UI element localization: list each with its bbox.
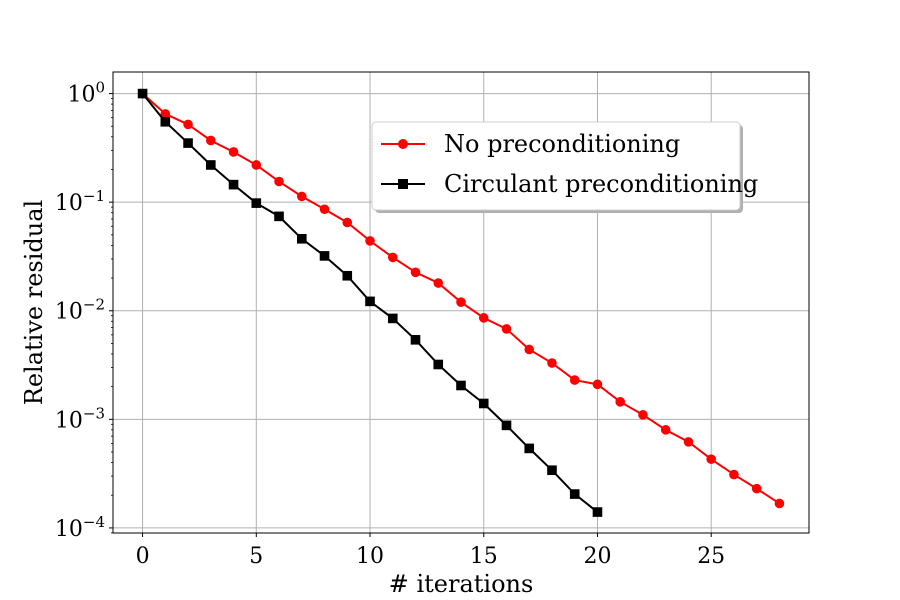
x-tick-label: 25 [697,544,725,569]
data-point [569,375,580,385]
data-point [251,198,262,208]
data-point [342,217,353,228]
data-point [774,498,785,509]
data-point [160,109,171,119]
data-point [433,278,444,288]
data-point [478,398,489,409]
data-point [319,204,330,215]
data-point [387,313,398,324]
legend: No preconditioning Circulant preconditio… [371,121,758,213]
plot-frame [112,71,810,534]
data-point [683,437,694,447]
data-point [433,359,444,370]
data-point [319,251,330,261]
data-point [296,233,307,244]
y-tick-label: 10−2 [55,296,105,325]
data-point [592,379,603,390]
data-point [592,507,603,517]
data-point [387,252,398,263]
data-point [501,324,512,334]
data-point [160,116,171,127]
data-point [206,160,216,170]
data-point [456,380,466,391]
data-point [569,489,580,499]
data-point [615,397,626,407]
data-point [729,469,739,480]
data-point [365,236,375,246]
data-point [228,179,239,190]
plot-series [137,88,785,517]
x-tick-label: 15 [470,544,498,569]
data-point [524,443,535,454]
legend-marker-series-1 [398,139,408,149]
y-tick-label: 10−1 [55,187,105,216]
data-point [524,344,535,355]
legend-label-series-2: Circulant preconditioning [444,170,758,198]
data-point [251,160,262,170]
legend-label-series-1: No preconditioning [444,130,680,158]
data-point [547,358,557,368]
data-point [638,410,648,420]
data-point [342,270,353,281]
y-tick-label: 10−4 [55,513,105,542]
data-point [183,119,193,130]
data-point [228,147,239,157]
data-point [501,420,512,431]
data-point [274,176,284,187]
data-point [660,425,671,435]
x-tick-label: 0 [136,544,150,569]
data-point [296,191,307,202]
data-point [410,335,421,345]
data-point [365,296,375,307]
data-point [206,135,216,146]
axis-ticks: 0 5 10 15 20 25 100 10−1 10−2 10−3 10−4 [55,79,725,569]
y-axis-title: Relative residual [20,200,48,405]
data-point [706,454,716,464]
x-tick-label: 5 [249,544,263,569]
data-point [456,297,466,307]
legend-box [371,121,741,211]
x-tick-label: 20 [583,544,611,569]
legend-marker-series-2 [398,179,408,189]
data-point [183,138,193,148]
y-tick-label: 100 [67,79,105,108]
data-point [137,88,148,99]
data-point [751,483,762,494]
data-point [547,465,557,476]
x-tick-label: 10 [356,544,384,569]
data-point [410,267,421,278]
data-point [478,313,489,323]
x-axis-title: # iterations [389,570,534,598]
y-tick-label: 10−3 [55,404,105,433]
data-point [274,211,284,222]
